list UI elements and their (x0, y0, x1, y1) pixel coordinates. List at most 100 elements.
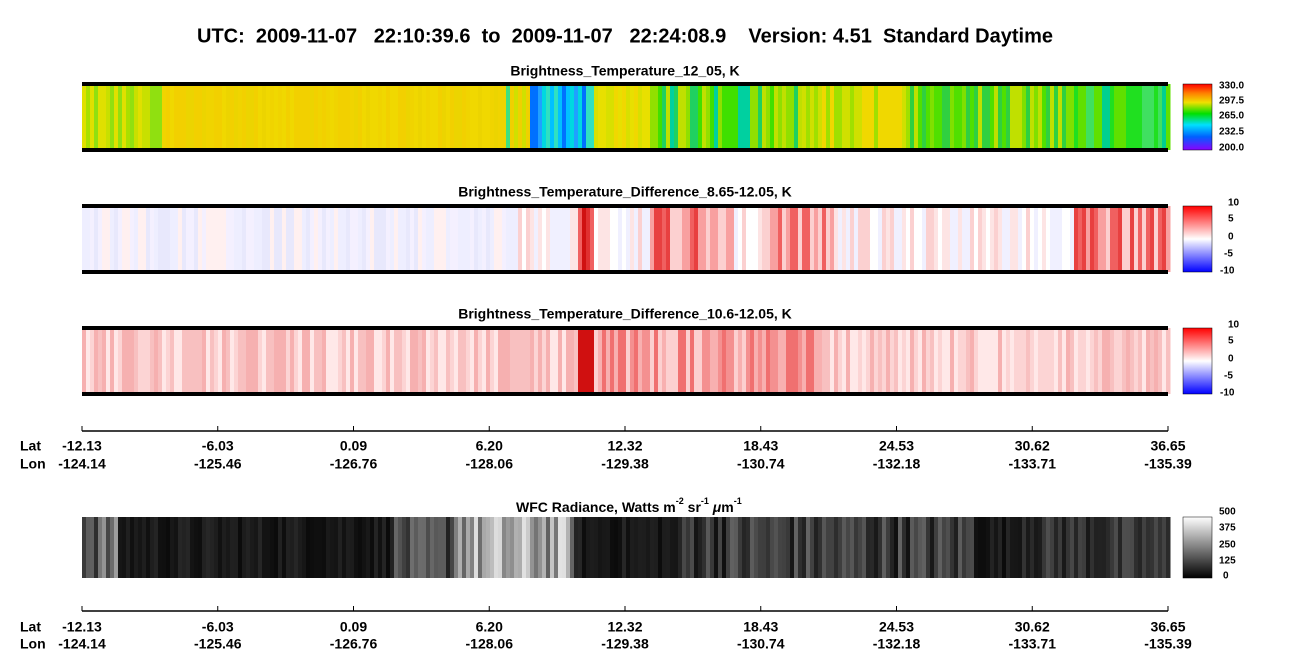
image-stripe (818, 206, 823, 272)
image-stripe (806, 206, 811, 272)
colorbar-label: 232.5 (1219, 127, 1244, 138)
image-stripe (1062, 517, 1067, 578)
image-stripe (886, 328, 891, 394)
image-stripe (222, 328, 227, 394)
image-stripe (110, 84, 115, 150)
image-stripe (730, 517, 735, 578)
image-stripe (1114, 206, 1119, 272)
image-stripe (606, 206, 611, 272)
image-stripe (166, 328, 171, 394)
image-stripe (378, 206, 383, 272)
image-stripe (778, 328, 783, 394)
image-stripe (410, 206, 415, 272)
image-stripe (282, 84, 287, 150)
image-stripe (270, 517, 275, 578)
colorbar-label: 375 (1219, 523, 1236, 534)
image-stripe (118, 84, 123, 150)
image-stripe (586, 206, 591, 272)
image-stripe (958, 84, 963, 150)
lon-label: -125.46 (194, 636, 242, 652)
image-stripe (1026, 84, 1031, 150)
image-stripe (594, 84, 599, 150)
image-stripe (190, 517, 195, 578)
image-stripe (610, 84, 615, 150)
image-stripe (1066, 206, 1071, 272)
image-stripe (562, 328, 567, 394)
image-stripe (134, 328, 139, 394)
image-stripe (466, 206, 471, 272)
image-stripe (982, 517, 987, 578)
image-stripe (294, 328, 299, 394)
image-stripe (998, 84, 1003, 150)
image-stripe (214, 206, 219, 272)
image-stripe (214, 328, 219, 394)
image-stripe (670, 206, 675, 272)
image-stripe (466, 328, 471, 394)
image-stripe (1074, 517, 1079, 578)
image-stripe (1074, 84, 1079, 150)
image-stripe (690, 206, 695, 272)
image-stripe (862, 328, 867, 394)
image-stripe (1138, 517, 1143, 578)
image-stripe (410, 517, 415, 578)
image-stripe (274, 84, 279, 150)
image-stripe (694, 328, 699, 394)
image-stripe (174, 84, 179, 150)
image-stripe (530, 206, 535, 272)
image-stripe (474, 206, 479, 272)
image-stripe (750, 84, 755, 150)
image-stripe (194, 84, 199, 150)
image-stripe (582, 84, 587, 150)
image-stripe (666, 517, 671, 578)
image-stripe (182, 517, 187, 578)
image-stripe (798, 517, 803, 578)
colorbar-label: 125 (1219, 556, 1236, 567)
image-stripe (950, 206, 955, 272)
image-stripe (914, 328, 919, 394)
image-stripe (490, 328, 495, 394)
image-stripe (826, 328, 831, 394)
image-stripe (362, 84, 367, 150)
image-stripe (938, 328, 943, 394)
image-stripe (226, 517, 231, 578)
image-stripe (654, 328, 659, 394)
image-stripe (890, 84, 895, 150)
image-stripe (550, 328, 555, 394)
image-stripe (822, 517, 827, 578)
image-stripe (426, 517, 431, 578)
image-stripe (762, 84, 767, 150)
image-stripe (1158, 84, 1163, 150)
image-stripe (554, 328, 559, 394)
image-stripe (886, 517, 891, 578)
image-stripe (674, 328, 679, 394)
image-stripe (394, 84, 399, 150)
image-stripe (734, 84, 739, 150)
image-stripe (94, 328, 99, 394)
image-stripe (686, 206, 691, 272)
image-stripe (1090, 517, 1095, 578)
image-stripe (690, 328, 695, 394)
image-stripe (454, 84, 459, 150)
image-stripe (98, 84, 103, 150)
image-stripe (378, 328, 383, 394)
image-stripe (558, 206, 563, 272)
image-stripe (654, 206, 659, 272)
image-stripe (794, 328, 799, 394)
image-stripe (746, 328, 751, 394)
image-stripe (658, 328, 663, 394)
image-stripe (1150, 517, 1155, 578)
image-stripe (934, 517, 939, 578)
image-stripe (534, 328, 539, 394)
image-stripe (722, 328, 727, 394)
image-stripe (730, 206, 735, 272)
image-stripe (822, 206, 827, 272)
image-stripe (94, 84, 99, 150)
image-stripe (574, 206, 579, 272)
image-stripe (762, 328, 767, 394)
image-stripe (1034, 517, 1039, 578)
image-stripe (1106, 517, 1111, 578)
image-stripe (98, 206, 103, 272)
image-stripe (134, 517, 139, 578)
image-stripe (462, 84, 467, 150)
image-stripe (554, 84, 559, 150)
